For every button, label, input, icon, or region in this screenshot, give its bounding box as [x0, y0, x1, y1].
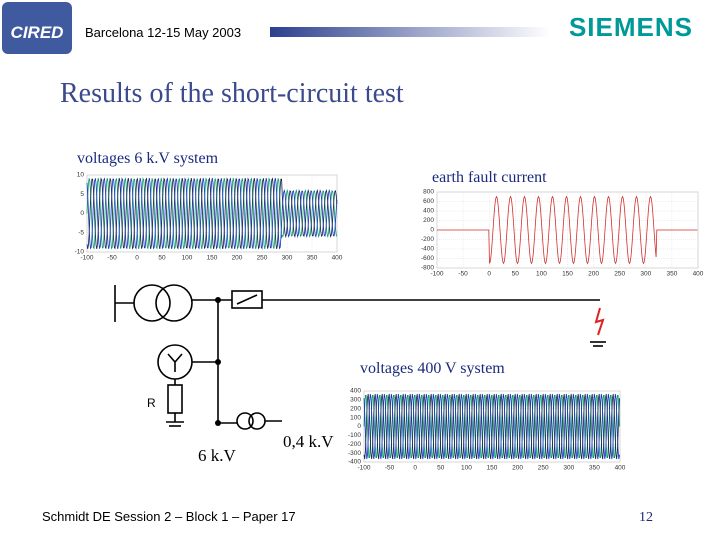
x-tick-label: 400 — [615, 465, 626, 472]
x-tick-label: 350 — [589, 465, 600, 472]
x-tick-label: 350 — [666, 271, 677, 278]
circuit-diagram — [114, 284, 606, 430]
y-tick-label: -400 — [421, 246, 434, 253]
lv-label: 0,4 k.V — [283, 432, 334, 451]
x-tick-label: 250 — [257, 255, 268, 262]
x-tick-label: 100 — [182, 255, 193, 262]
title: Results of the short-circuit test — [60, 78, 404, 109]
x-tick-label: 200 — [232, 255, 243, 262]
y-tick-label: 400 — [350, 388, 361, 395]
y-tick-label: -300 — [348, 450, 361, 457]
y-tick-label: 10 — [77, 172, 85, 179]
waveform — [86, 177, 338, 250]
plot-label: voltages 6 k.V system — [77, 150, 219, 167]
y-tick-label: 400 — [423, 208, 434, 215]
x-tick-label: -100 — [357, 465, 370, 472]
logo: CIRED — [11, 23, 64, 42]
brand: SIEMENS — [569, 12, 693, 42]
y-tick-label: -100 — [348, 432, 361, 439]
y-tick-label: -600 — [421, 255, 434, 262]
x-tick-label: 100 — [536, 271, 547, 278]
footer: Schmidt DE Session 2 – Block 1 – Paper 1… — [42, 509, 296, 524]
waveform — [86, 177, 338, 250]
header-bar — [270, 27, 550, 37]
y-tick-label: 100 — [350, 414, 361, 421]
y-tick-label: 200 — [423, 217, 434, 224]
x-tick-label: 250 — [538, 465, 549, 472]
x-tick-label: 0 — [135, 255, 139, 262]
y-tick-label: 0 — [80, 210, 84, 217]
y-tick-label: -200 — [348, 441, 361, 448]
waveform — [437, 195, 698, 265]
plot-label: voltages 400 V system — [360, 360, 505, 377]
x-tick-label: 0 — [413, 465, 417, 472]
plot-label: earth fault current — [432, 169, 547, 186]
x-tick-label: 150 — [562, 271, 573, 278]
x-tick-label: 50 — [158, 255, 166, 262]
x-tick-label: 400 — [332, 255, 343, 262]
mv-label: 6 k.V — [198, 446, 237, 465]
x-tick-label: -50 — [458, 271, 468, 278]
x-tick-label: 150 — [487, 465, 498, 472]
x-tick-label: 400 — [693, 271, 704, 278]
y-tick-label: 0 — [357, 423, 361, 430]
x-tick-label: -50 — [107, 255, 117, 262]
y-tick-label: -10 — [75, 249, 85, 256]
y-tick-label: 0 — [430, 227, 434, 234]
x-tick-label: -100 — [430, 271, 443, 278]
y-tick-label: 200 — [350, 405, 361, 412]
event: Barcelona 12-15 May 2003 — [85, 25, 241, 40]
x-tick-label: 0 — [487, 271, 491, 278]
x-tick-label: 300 — [640, 271, 651, 278]
y-tick-label: -200 — [421, 236, 434, 243]
x-tick-label: 300 — [282, 255, 293, 262]
x-tick-label: 250 — [614, 271, 625, 278]
x-tick-label: 150 — [207, 255, 218, 262]
page-number: 12 — [639, 510, 653, 525]
waveform — [363, 393, 620, 460]
logo-box — [2, 2, 72, 54]
x-tick-label: -100 — [80, 255, 93, 262]
waveform — [86, 177, 338, 250]
x-tick-label: -50 — [385, 465, 395, 472]
x-tick-label: 100 — [461, 465, 472, 472]
x-tick-label: 50 — [437, 465, 445, 472]
x-tick-label: 50 — [512, 271, 520, 278]
x-tick-label: 200 — [512, 465, 523, 472]
y-tick-label: -400 — [348, 459, 361, 466]
y-tick-label: 5 — [80, 191, 84, 198]
y-tick-label: 600 — [423, 198, 434, 205]
x-tick-label: 200 — [588, 271, 599, 278]
y-tick-label: 800 — [423, 189, 434, 196]
y-tick-label: 300 — [350, 397, 361, 404]
y-tick-label: -5 — [78, 229, 84, 236]
y-tick-label: -800 — [421, 265, 434, 272]
x-tick-label: 350 — [307, 255, 318, 262]
x-tick-label: 300 — [563, 465, 574, 472]
resistor-label: R — [147, 396, 156, 410]
